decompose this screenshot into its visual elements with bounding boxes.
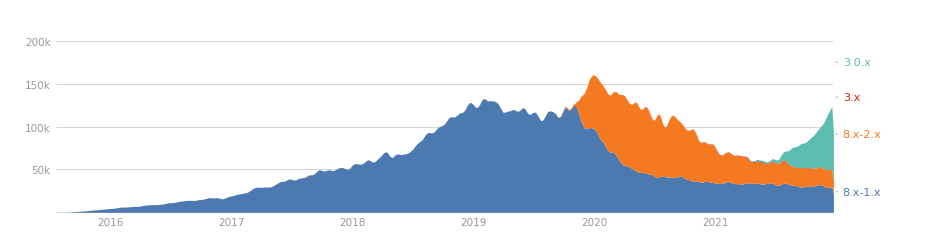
Text: 8.x-1.x: 8.x-1.x	[843, 187, 882, 197]
Text: 3.x: 3.x	[843, 93, 860, 103]
Text: 8.x-2.x: 8.x-2.x	[843, 130, 882, 140]
Text: 3.0.x: 3.0.x	[843, 58, 870, 68]
